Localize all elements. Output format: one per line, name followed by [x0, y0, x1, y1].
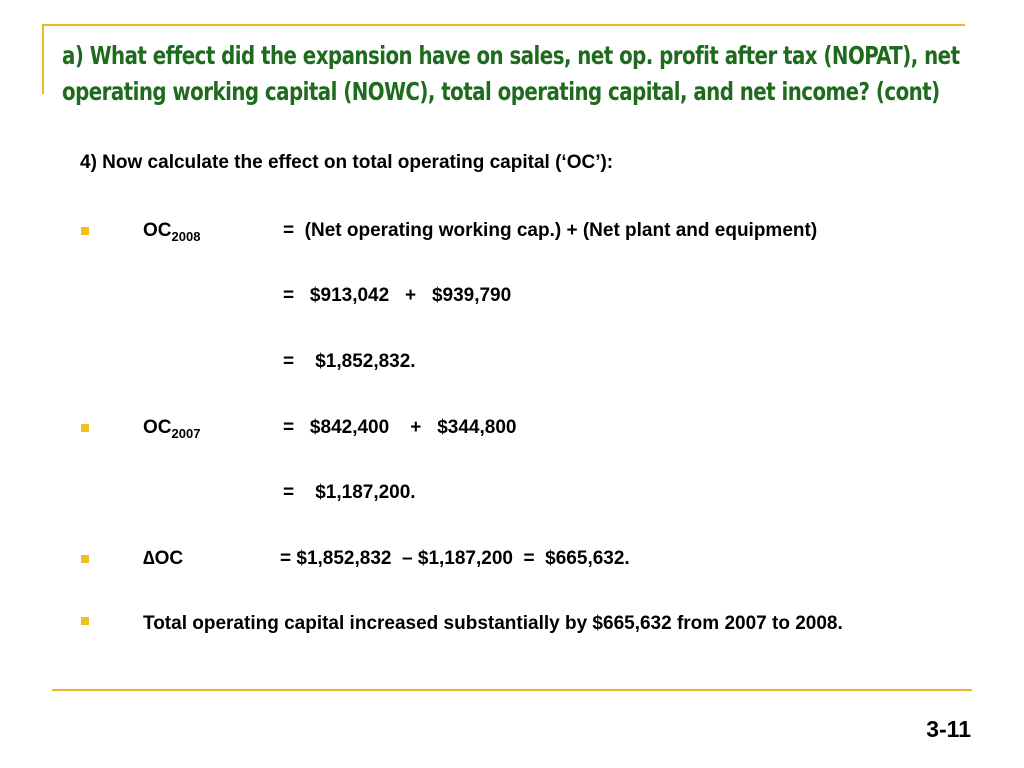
bullet-square-icon — [81, 227, 89, 235]
intro-text: 4) Now calculate the effect on total ope… — [80, 152, 614, 173]
oc2007-label: OC2007 — [143, 417, 200, 441]
delta-oc-formula: = $1,852,832 – $1,187,200 = $665,632. — [280, 548, 630, 569]
oc2008-values-row: = $913,042 + $939,790 — [0, 281, 1024, 311]
oc2007-values: = $842,400 + $344,800 — [283, 417, 517, 438]
footer-rule — [52, 689, 972, 691]
title-frame-left-rule — [42, 24, 44, 94]
oc2008-formula: = (Net operating working cap.) + (Net pl… — [283, 220, 818, 241]
delta-oc-row: ∆OC = $1,852,832 – $1,187,200 = $665,632… — [0, 544, 1024, 574]
oc-symbol: OC — [143, 220, 172, 241]
oc2008-label: OC2008 — [143, 220, 200, 244]
conclusion-text: Total operating capital increased substa… — [143, 613, 843, 634]
oc2008-year: 2008 — [171, 229, 201, 244]
oc2008-row: OC2008 = (Net operating working cap.) + … — [0, 216, 1024, 246]
bullet-square-icon — [81, 424, 89, 432]
bullet-square-icon — [81, 555, 89, 563]
oc2007-year: 2007 — [171, 426, 201, 441]
title-frame-top-rule — [42, 24, 965, 26]
bullet-square-icon — [81, 617, 89, 625]
slide-title: a) What effect did the expansion have on… — [62, 38, 960, 110]
delta-oc-label: ∆OC — [143, 548, 184, 569]
oc2007-row: OC2007 = $842,400 + $344,800 — [0, 413, 1024, 443]
oc2008-total-row: = $1,852,832. — [0, 347, 1024, 377]
slide-title-line-1: a) What effect did the expansion have on… — [62, 41, 960, 70]
oc2007-total: = $1,187,200. — [283, 482, 416, 503]
slide-title-line-2: operating working capital (NOWC), total … — [62, 77, 940, 106]
conclusion-row — [0, 606, 1024, 636]
oc2008-values: = $913,042 + $939,790 — [283, 285, 512, 306]
oc2008-total: = $1,852,832. — [283, 351, 416, 372]
oc2007-total-row: = $1,187,200. — [0, 478, 1024, 508]
page-number: 3-11 — [926, 716, 971, 742]
oc-symbol: OC — [143, 417, 172, 438]
